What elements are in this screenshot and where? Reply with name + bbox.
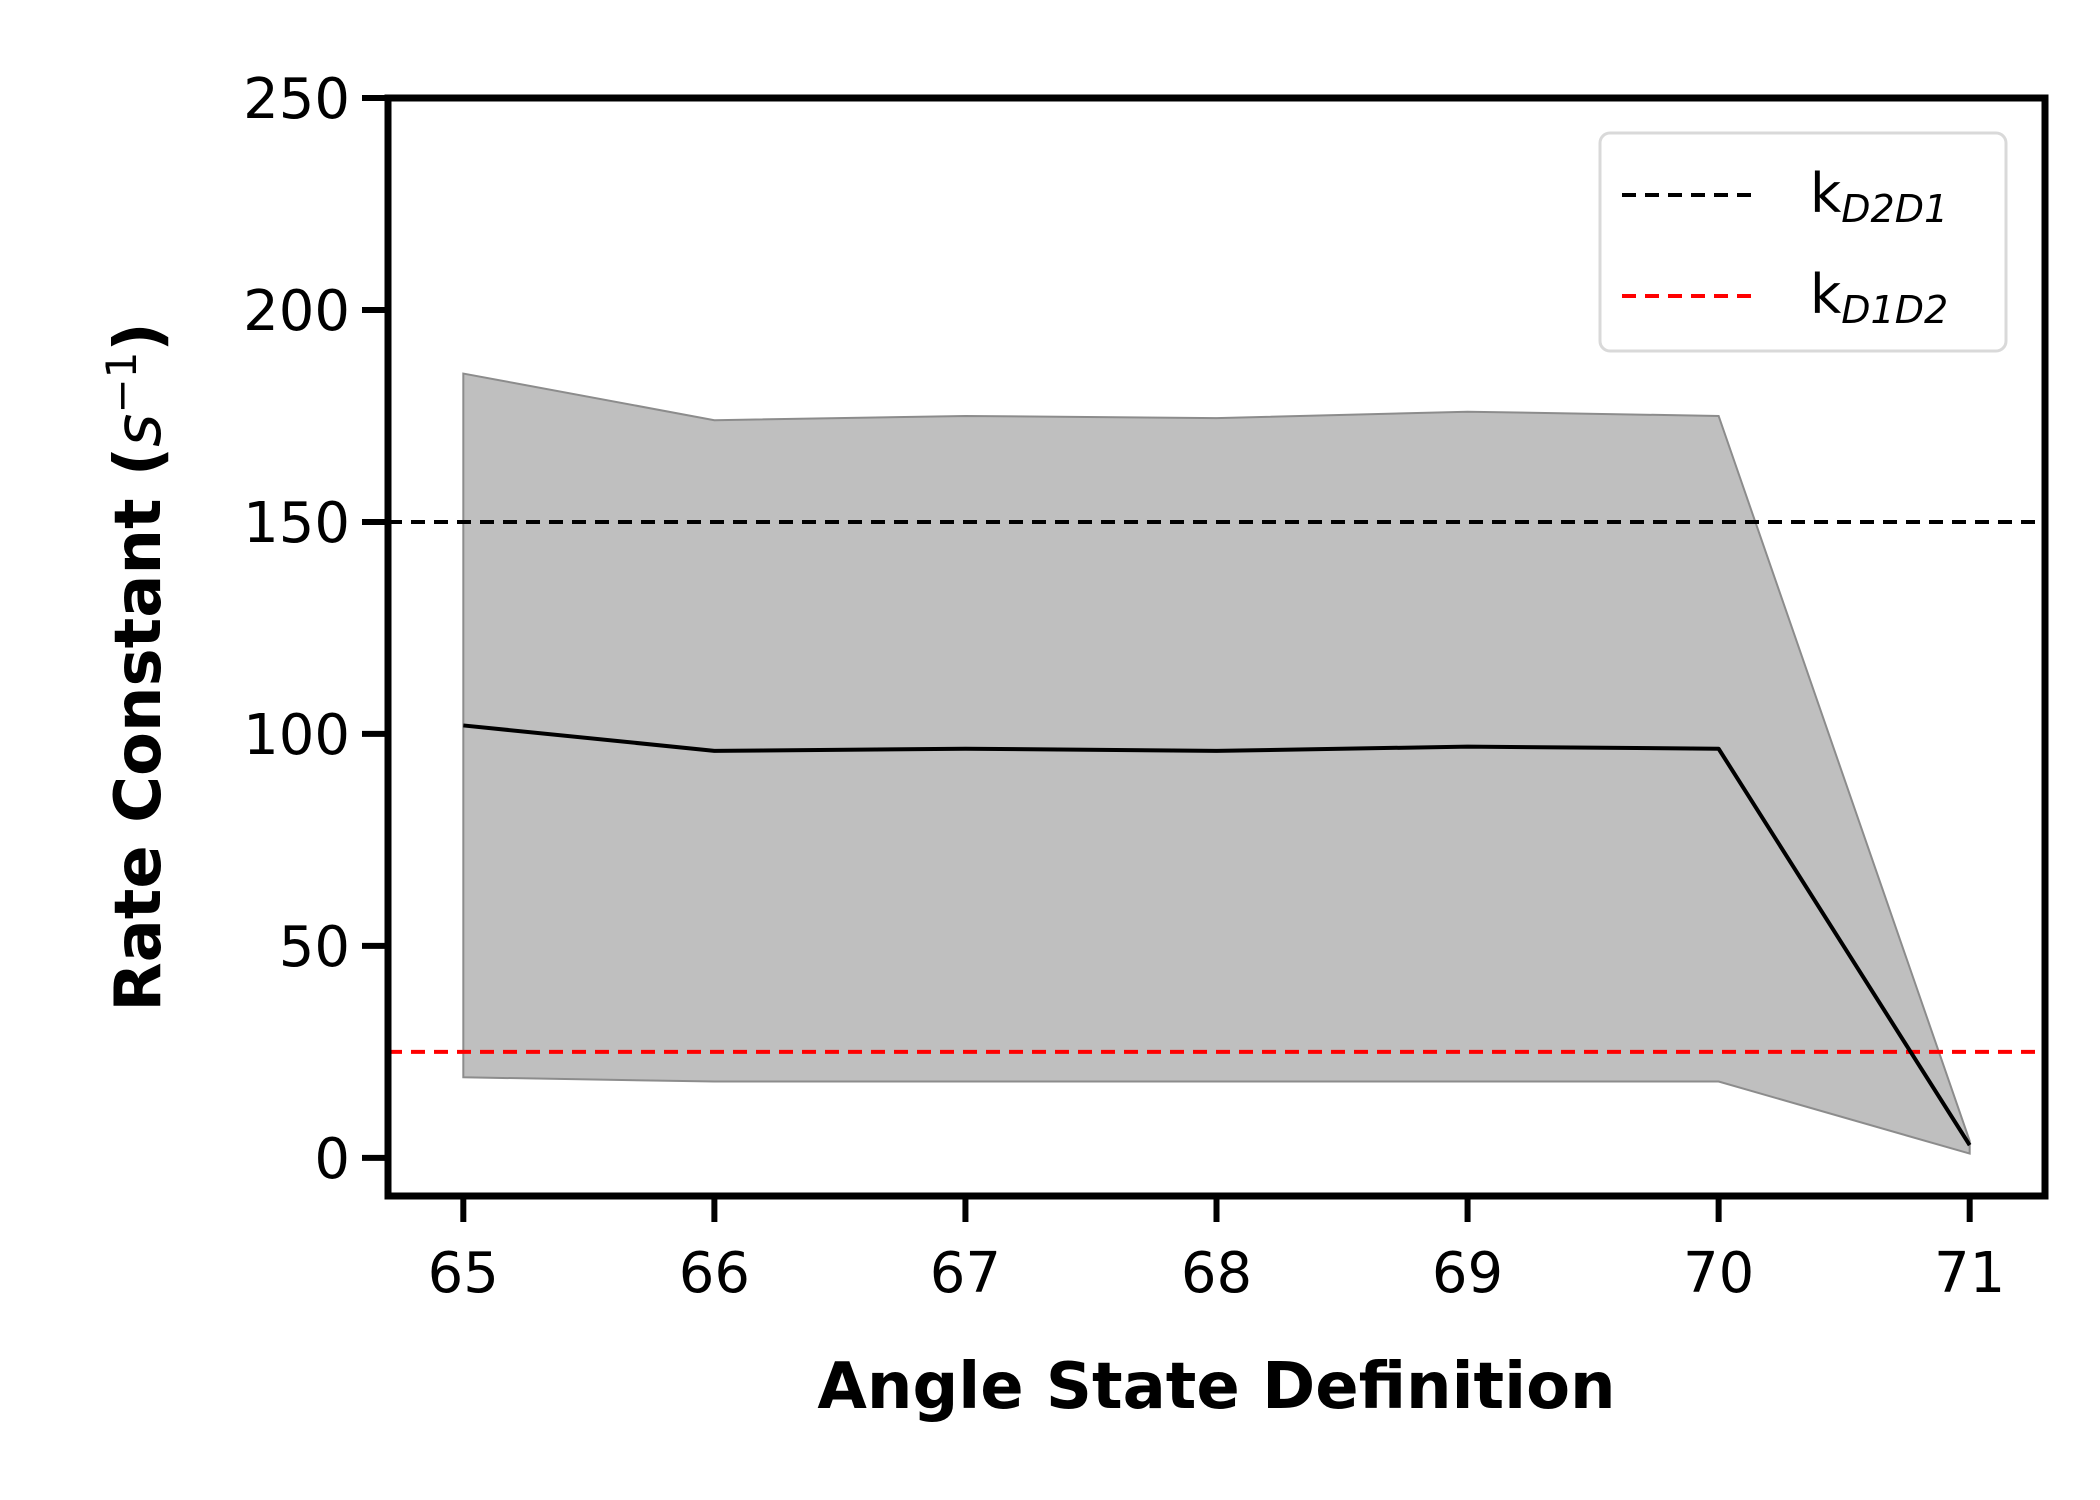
confidence-band-layer bbox=[462, 372, 1971, 1155]
x-tick-label-65: 65 bbox=[428, 1241, 499, 1306]
y-axis-title: Rate Constant (s−1) bbox=[97, 322, 177, 1011]
y-tick-label-100: 100 bbox=[243, 703, 350, 768]
y-axis-title-close: ) bbox=[102, 322, 176, 351]
y-axis-title-main: Rate Constant ( bbox=[102, 447, 176, 1012]
y-axis-title-unit: s bbox=[102, 414, 176, 447]
ticks-layer: 65 66 67 68 69 70 71 0 50 100 150 200 250 bbox=[243, 67, 2005, 1306]
plot-frame bbox=[384, 94, 2049, 1200]
x-tick-label-67: 67 bbox=[930, 1241, 1001, 1306]
y-tick-label-150: 150 bbox=[243, 491, 350, 556]
legend-items: kD2D1 kD1D2 bbox=[1622, 162, 1948, 332]
x-tick-label-71: 71 bbox=[1934, 1241, 2005, 1306]
x-tick-label-68: 68 bbox=[1181, 1241, 1252, 1306]
legend-label-d1d2: kD1D2 bbox=[1810, 263, 1948, 332]
x-tick-label-66: 66 bbox=[679, 1241, 750, 1306]
y-tick-label-0: 0 bbox=[314, 1127, 350, 1192]
y-axis-title-exponent: −1 bbox=[97, 352, 146, 414]
confidence-band bbox=[462, 372, 1971, 1155]
y-tick-label-250: 250 bbox=[243, 67, 350, 132]
reference-lines-layer bbox=[388, 519, 2045, 1054]
y-tick-label-200: 200 bbox=[243, 279, 350, 344]
legend: kD2D1 kD1D2 bbox=[1598, 131, 2008, 353]
x-tick-label-69: 69 bbox=[1432, 1241, 1503, 1306]
x-tick-label-70: 70 bbox=[1683, 1241, 1754, 1306]
x-axis-title: Angle State Definition bbox=[817, 1350, 1615, 1424]
legend-label-d2d1: kD2D1 bbox=[1810, 162, 1948, 231]
series-layer bbox=[463, 723, 1972, 1147]
y-tick-label-50: 50 bbox=[279, 915, 350, 980]
